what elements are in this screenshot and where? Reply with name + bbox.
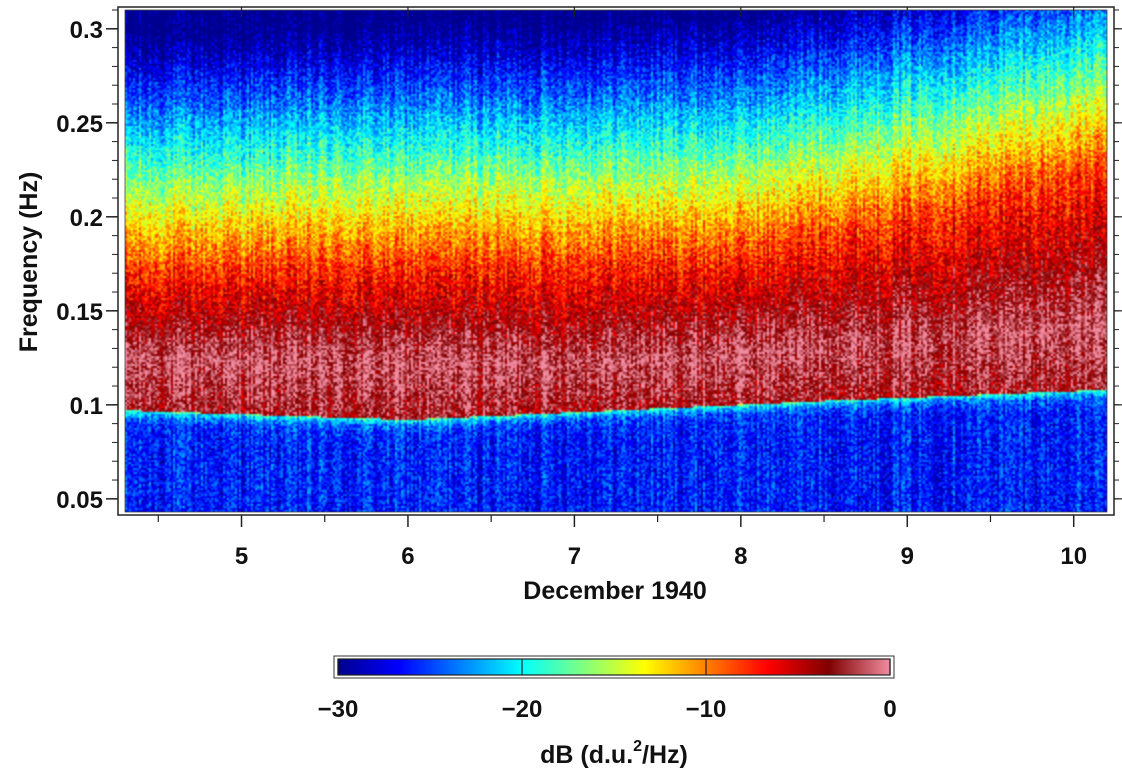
y-tick-label: 0.3 [70, 17, 103, 44]
colorbar-ramp [337, 658, 891, 676]
colorbar-tick-label: −30 [318, 696, 359, 723]
y-tick-label: 0.15 [56, 299, 103, 326]
colorbar: −30 −20 −10 0 dB (d.u.2/Hz) [318, 655, 897, 769]
y-tick-label: 0.1 [70, 393, 103, 420]
colorbar-tick-label: −10 [686, 696, 727, 723]
y-tick-label: 0.2 [70, 205, 103, 232]
spectrogram-heatmap [125, 10, 1107, 512]
colorbar-outer-frame [333, 655, 895, 679]
colorbar-ticks: −30 −20 −10 0 [318, 659, 897, 723]
colorbar-title-main: dB (d.u. [540, 741, 633, 769]
y-axis: 0.05 0.1 0.15 0.2 0.25 0.3 [56, 9, 1122, 514]
plot-frame [117, 6, 1115, 516]
plot-inner-frame [124, 9, 1108, 513]
x-tick-label: 7 [568, 543, 581, 570]
y-tick-label: 0.25 [56, 111, 103, 138]
y-tick-label: 0.05 [56, 487, 103, 514]
x-tick-label: 5 [235, 543, 248, 570]
x-axis-title: December 1940 [523, 577, 706, 605]
colorbar-title-superscript: 2 [633, 738, 642, 755]
colorbar-title: dB (d.u.2/Hz) [540, 738, 688, 769]
x-tick-label: 6 [401, 543, 414, 570]
colorbar-tick-label: 0 [883, 696, 896, 723]
x-axis: 5 6 7 8 9 10 [157, 7, 1087, 570]
x-tick-label: 8 [734, 543, 747, 570]
colorbar-title-tail: /Hz) [642, 741, 688, 769]
colorbar-tick-label: −20 [502, 696, 543, 723]
x-tick-label: 10 [1060, 543, 1087, 570]
y-axis-title: Frequency (Hz) [15, 172, 43, 353]
plot-panel [117, 6, 1115, 516]
x-tick-label: 9 [901, 543, 914, 570]
